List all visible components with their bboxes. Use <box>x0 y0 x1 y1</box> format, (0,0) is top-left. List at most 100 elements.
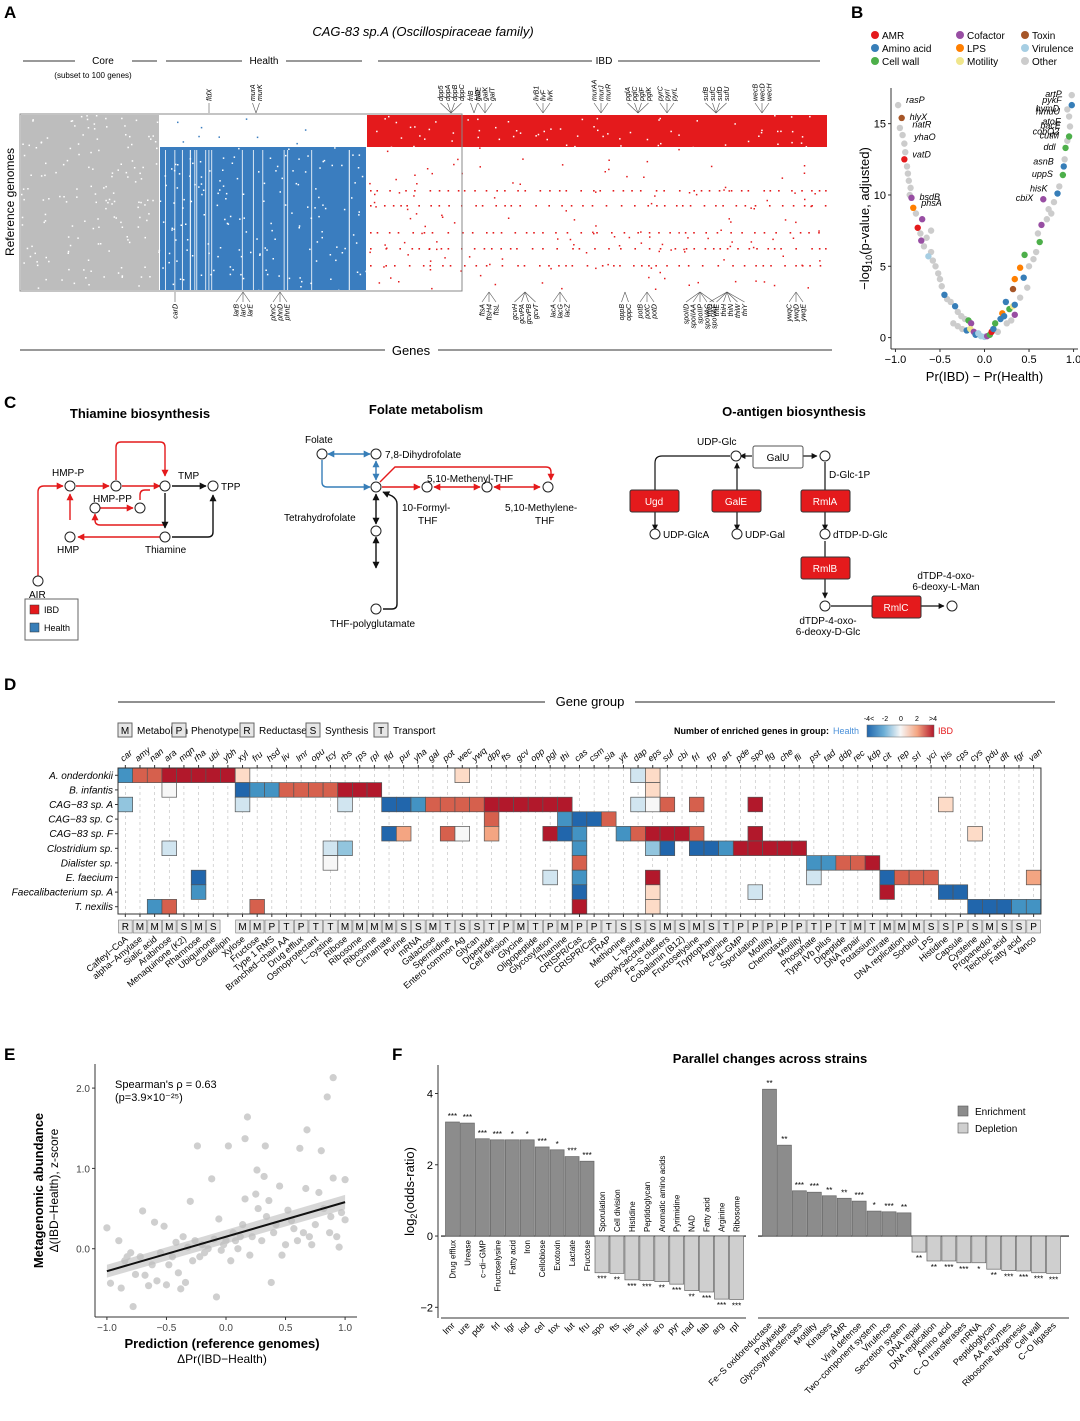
significance-label: *** <box>959 1265 968 1274</box>
panel-label-a: A <box>4 3 16 22</box>
heatmap-row-label: CAG−83 sp. A <box>49 800 113 811</box>
category-key-box <box>239 722 255 738</box>
matrix-cell <box>678 148 680 151</box>
matrix-cell <box>176 260 178 262</box>
matrix-cell <box>86 115 88 117</box>
matrix-cell <box>608 159 610 161</box>
heatmap-cell <box>806 855 822 871</box>
matrix-cell <box>539 265 541 267</box>
column-gene-label: fli <box>792 751 804 763</box>
gene-label-top: pglA <box>625 87 632 102</box>
matrix-cell <box>648 276 650 279</box>
matrix-cell <box>105 117 107 120</box>
category-key-box <box>305 722 321 738</box>
matrix-cell <box>168 252 171 255</box>
x-tick-label: 0.0 <box>977 354 992 366</box>
gene-label-bottom: spoIID <box>684 304 691 324</box>
node-thiamine <box>159 531 171 543</box>
matrix-cell <box>385 248 388 250</box>
matrix-cell <box>103 187 105 189</box>
volcano-point <box>932 263 939 270</box>
matrix-cell <box>37 287 40 289</box>
bar <box>971 1235 987 1264</box>
matrix-cell <box>605 205 608 207</box>
matrix-cell <box>811 190 813 192</box>
bar <box>639 1235 655 1281</box>
bar-description: Iron <box>523 1240 532 1254</box>
matrix-cell <box>737 248 739 250</box>
column-category-code: P <box>547 922 554 933</box>
enzyme-galu <box>752 445 804 469</box>
matrix-cell <box>416 183 418 185</box>
gene-callout-line <box>481 291 490 303</box>
matrix-cell <box>804 198 806 201</box>
label-formyl-thf-2: THF <box>418 516 437 527</box>
bar <box>866 1210 882 1237</box>
gene-label-top: sufU <box>724 86 731 101</box>
chart-title: Parallel changes across strains <box>673 1051 867 1066</box>
bar-description: Drug efflux <box>448 1240 457 1279</box>
matrix-cell <box>152 199 154 202</box>
matrix-cell <box>593 190 595 192</box>
matrix-cell <box>386 147 388 149</box>
volcano-point <box>929 257 937 264</box>
matrix-cell <box>370 232 372 234</box>
matrix-cell <box>658 119 660 121</box>
matrix-cell <box>519 183 521 185</box>
bar-description: Ribosome <box>733 1195 742 1232</box>
matrix-cell <box>86 118 89 121</box>
matrix-cell <box>275 170 277 172</box>
significance-label: *** <box>884 1202 893 1211</box>
matrix-cell <box>479 147 481 149</box>
matrix-cell <box>424 138 426 140</box>
bar <box>669 1235 685 1285</box>
label-dtdp-d-glc: dTDP-D-Glc <box>833 530 887 541</box>
matrix-cell <box>71 225 74 227</box>
label-udp-glc: UDP-Glc <box>697 437 736 448</box>
bar <box>896 1212 912 1237</box>
matrix-cell <box>168 261 170 264</box>
volcano-point <box>918 216 926 223</box>
matrix-cell <box>98 226 100 228</box>
heatmap-row-label: E. faecium <box>66 873 113 884</box>
matrix-cell <box>411 248 414 250</box>
volcano-point <box>1025 263 1033 270</box>
matrix-cell <box>265 269 267 271</box>
matrix-cell <box>678 134 680 136</box>
x-tick-label: −0.5 <box>157 1323 177 1334</box>
matrix-cell <box>517 190 519 192</box>
gene-label-bottom: ywqD <box>794 304 801 323</box>
column-category-code: M <box>517 922 525 933</box>
scatter-point <box>296 1144 304 1152</box>
matrix-cell <box>693 190 696 192</box>
volcano-point <box>905 177 913 184</box>
matrix-cell <box>154 141 157 143</box>
matrix-cell <box>490 248 493 250</box>
matrix-cell <box>90 151 92 154</box>
matrix-cell <box>559 128 562 130</box>
regression-line <box>106 1201 346 1273</box>
gene-label-bottom: phnE <box>285 304 292 322</box>
volcano-point <box>1011 275 1018 283</box>
scatter-point <box>217 1246 225 1254</box>
gene-label-top: dppC <box>459 83 466 101</box>
matrix-cell <box>77 143 80 145</box>
matrix-cell <box>770 265 772 267</box>
x-axis-label-2: ΔPr(IBD−Health) <box>177 1352 267 1366</box>
column-category-code: P <box>576 922 583 933</box>
matrix-cell <box>36 264 39 267</box>
matrix-cell <box>321 236 323 239</box>
matrix-cell <box>646 160 649 163</box>
matrix-cell <box>29 255 32 258</box>
gene-label-bottom: lacZ <box>565 303 572 317</box>
matrix-cell <box>92 227 95 230</box>
matrix-cell <box>139 216 141 219</box>
bar-description: Aromatic amino acids <box>658 1156 667 1232</box>
matrix-cell <box>385 265 388 267</box>
y-axis-label: log2(odds-ratio) <box>402 1147 419 1236</box>
matrix-cell <box>222 157 225 159</box>
matrix-cell <box>500 232 503 234</box>
matrix-cell <box>634 248 637 250</box>
bar <box>654 1235 670 1283</box>
